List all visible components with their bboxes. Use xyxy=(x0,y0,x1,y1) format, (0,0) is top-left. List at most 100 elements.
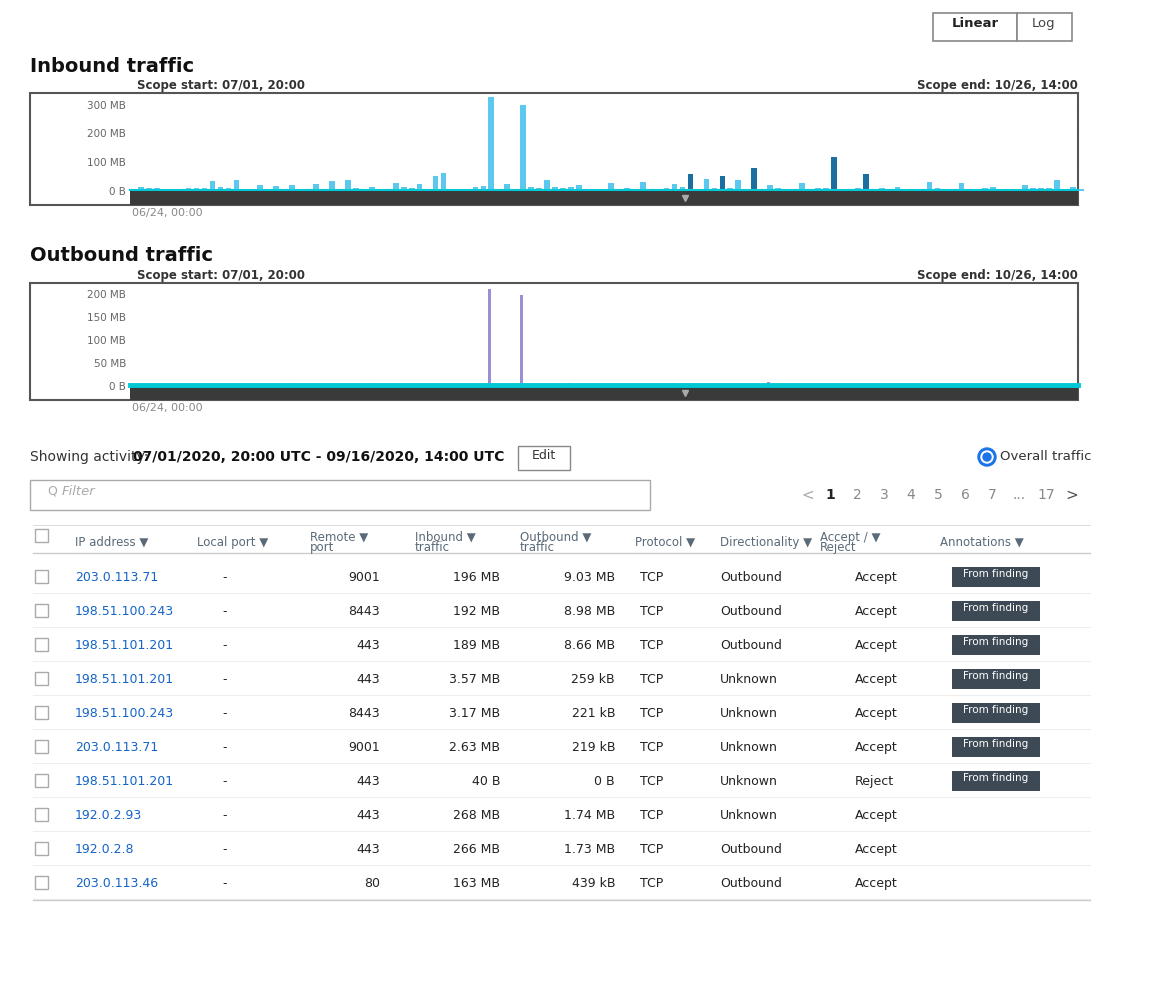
Bar xyxy=(942,190,948,191)
Text: 443: 443 xyxy=(356,775,380,788)
Bar xyxy=(952,635,1040,655)
Bar xyxy=(902,189,908,191)
Bar xyxy=(226,188,231,191)
Bar xyxy=(392,183,398,191)
Text: 100 MB: 100 MB xyxy=(87,337,126,347)
Text: 80: 80 xyxy=(364,877,380,890)
Bar xyxy=(266,189,271,191)
Text: 203.0.113.71: 203.0.113.71 xyxy=(75,741,159,754)
Bar xyxy=(1054,180,1060,191)
Bar xyxy=(536,188,542,191)
Text: Accept / ▼: Accept / ▼ xyxy=(820,531,880,544)
Text: 192.0.2.93: 192.0.2.93 xyxy=(75,809,142,822)
Text: From finding: From finding xyxy=(963,705,1028,715)
Bar xyxy=(934,189,940,191)
Bar xyxy=(31,283,1077,400)
Bar xyxy=(369,187,375,191)
Text: 300 MB: 300 MB xyxy=(87,101,126,111)
Text: TCP: TCP xyxy=(640,809,663,822)
Text: TCP: TCP xyxy=(640,741,663,754)
Bar xyxy=(289,383,293,386)
Bar xyxy=(767,383,770,386)
Text: 189 MB: 189 MB xyxy=(452,639,501,652)
Bar xyxy=(967,190,972,191)
Bar xyxy=(952,703,1040,723)
Text: Accept: Accept xyxy=(855,843,898,856)
Text: -: - xyxy=(223,809,227,822)
Text: 0 B: 0 B xyxy=(109,382,126,392)
Bar xyxy=(952,737,1040,757)
Bar xyxy=(281,190,287,191)
Bar xyxy=(576,185,582,191)
Text: TCP: TCP xyxy=(640,571,663,584)
Text: 0 B: 0 B xyxy=(595,775,615,788)
Text: From finding: From finding xyxy=(963,637,1028,647)
Text: Accept: Accept xyxy=(855,707,898,720)
Bar xyxy=(35,570,48,583)
Text: Scope end: 10/26, 14:00: Scope end: 10/26, 14:00 xyxy=(918,269,1077,282)
Bar xyxy=(234,180,240,191)
Text: Accept: Accept xyxy=(855,605,898,618)
Bar xyxy=(130,189,135,191)
Text: TCP: TCP xyxy=(640,843,663,856)
Text: Outbound traffic: Outbound traffic xyxy=(31,246,213,265)
Bar xyxy=(257,185,263,191)
Bar xyxy=(481,186,486,191)
Bar xyxy=(647,189,653,191)
Text: 198.51.101.201: 198.51.101.201 xyxy=(75,639,174,652)
Text: From finding: From finding xyxy=(963,603,1028,613)
Bar xyxy=(35,740,48,753)
Text: -: - xyxy=(223,877,227,890)
Text: 06/24, 00:00: 06/24, 00:00 xyxy=(132,403,202,413)
Text: Unknown: Unknown xyxy=(720,707,778,720)
Bar xyxy=(306,190,311,191)
Bar xyxy=(35,774,48,787)
Text: From finding: From finding xyxy=(963,739,1028,749)
Bar xyxy=(855,188,860,191)
Text: 3.57 MB: 3.57 MB xyxy=(449,673,501,686)
Text: 266 MB: 266 MB xyxy=(454,843,501,856)
Text: -: - xyxy=(223,775,227,788)
Text: 200 MB: 200 MB xyxy=(87,291,126,301)
Bar xyxy=(154,189,160,191)
Text: 219 kB: 219 kB xyxy=(571,741,615,754)
Bar xyxy=(607,183,613,191)
Text: Remote ▼: Remote ▼ xyxy=(310,531,368,544)
Text: 9001: 9001 xyxy=(348,741,380,754)
Text: traffic: traffic xyxy=(415,541,450,554)
Bar xyxy=(704,180,710,191)
Text: traffic: traffic xyxy=(521,541,555,554)
Bar xyxy=(345,181,351,191)
Bar xyxy=(409,188,415,191)
Text: 443: 443 xyxy=(356,673,380,686)
Bar xyxy=(1039,189,1043,191)
Text: 8443: 8443 xyxy=(348,707,380,720)
Text: Outbound: Outbound xyxy=(720,877,781,890)
Text: 192 MB: 192 MB xyxy=(454,605,501,618)
Text: 9.03 MB: 9.03 MB xyxy=(564,571,615,584)
Bar xyxy=(497,190,502,191)
Text: From finding: From finding xyxy=(963,671,1028,681)
Bar xyxy=(35,706,48,719)
Bar xyxy=(314,184,318,191)
Bar xyxy=(895,187,900,191)
Bar xyxy=(952,601,1040,621)
Bar xyxy=(352,189,358,191)
Text: 163 MB: 163 MB xyxy=(454,877,501,890)
Bar xyxy=(337,190,343,191)
Bar xyxy=(1062,190,1068,191)
Bar xyxy=(130,93,1077,205)
Bar xyxy=(521,296,523,386)
Text: TCP: TCP xyxy=(640,639,663,652)
Text: -: - xyxy=(223,673,227,686)
Bar xyxy=(31,93,130,205)
Bar xyxy=(544,180,550,191)
Text: 06/24, 00:00: 06/24, 00:00 xyxy=(132,208,202,218)
Bar xyxy=(616,190,622,191)
Text: 4: 4 xyxy=(907,488,915,502)
Text: 6: 6 xyxy=(961,488,969,502)
Text: 3: 3 xyxy=(880,488,888,502)
Bar xyxy=(727,188,733,191)
Text: TCP: TCP xyxy=(640,605,663,618)
Text: 8.98 MB: 8.98 MB xyxy=(564,605,615,618)
